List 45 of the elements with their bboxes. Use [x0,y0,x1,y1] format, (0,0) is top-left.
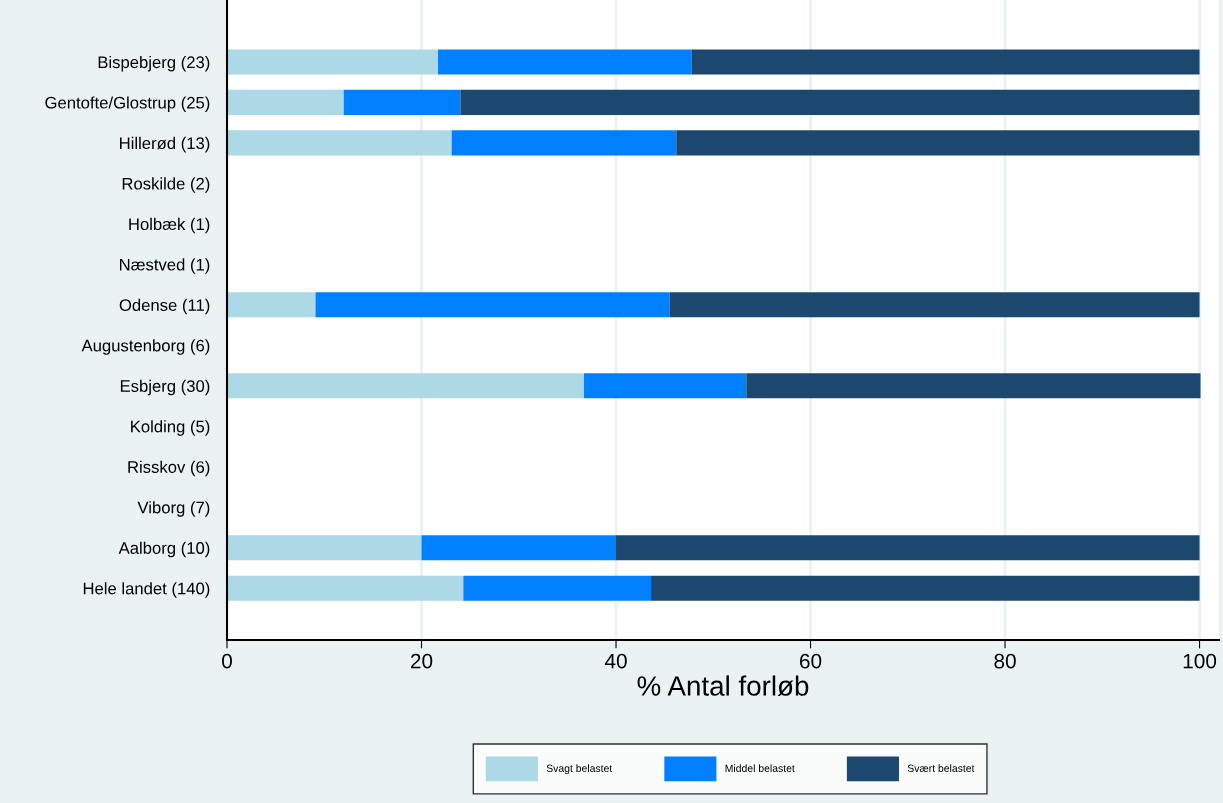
y-tick-label: Augustenborg (6) [81,339,210,355]
bar [616,535,1200,561]
y-tick-label: Hillerød (13) [120,136,210,153]
x-tick-label: 0 [222,653,232,669]
bar [463,575,652,601]
bar [227,292,316,318]
bar [227,49,439,75]
y-tick-label: Næstved (1) [120,258,210,274]
y-tick-label: Bispebjerg (23) [98,55,210,72]
bar [315,292,670,318]
bar [421,535,617,561]
bar [227,575,464,601]
bar [343,89,461,115]
y-tick-label: Esbjerg (30) [120,379,210,396]
bar [227,373,584,399]
bar [227,89,344,115]
y-tick-label: Risskov (6) [128,460,210,477]
bar [676,130,1200,156]
legend-label: Svagt belastet [546,764,613,775]
y-tick-label: Viborg (7) [137,501,210,517]
bar [451,130,677,156]
x-tick-label: 100 [1183,653,1217,669]
bar [651,575,1200,601]
y-tick-label: Aalborg (10) [118,541,210,558]
legend-label: Middel belastet [725,764,795,772]
x-tick-label: 60 [800,653,822,669]
bar [583,373,747,399]
y-tick-label: Kolding (5) [131,420,210,436]
y-tick-label: Roskilde (2) [122,177,210,193]
y-tick-label: Hele landet (140) [83,582,210,598]
x-axis-title: % Antal forløb [637,675,809,697]
bar [438,49,692,75]
bar [669,292,1200,318]
legend-label: Svært belastet [907,764,975,772]
bar [460,89,1200,115]
x-tick-label: 20 [410,653,433,669]
bar [746,373,1201,399]
y-tick-label: Odense (11) [119,298,210,315]
bar [227,130,452,156]
x-tick-label: 80 [994,653,1016,669]
x-tick-label: 40 [604,653,627,669]
y-tick-label: Gentofte/Glostrup (25) [45,96,210,112]
bar [691,49,1200,75]
bar [227,535,422,561]
y-tick-label: Holbæk (1) [129,217,210,234]
